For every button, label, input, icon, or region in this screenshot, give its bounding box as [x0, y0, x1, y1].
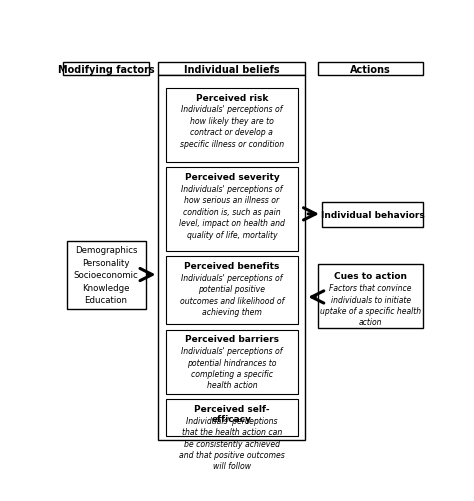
FancyBboxPatch shape [318, 63, 423, 76]
FancyBboxPatch shape [63, 63, 149, 76]
Text: Individual beliefs: Individual beliefs [184, 65, 280, 74]
Text: Factors that convince
individuals to initiate
uptake of a specific health
action: Factors that convince individuals to ini… [320, 284, 421, 326]
Text: Perceived benefits: Perceived benefits [184, 262, 280, 271]
Text: Personality: Personality [82, 259, 130, 268]
FancyBboxPatch shape [166, 89, 298, 162]
Text: Actions: Actions [350, 65, 391, 74]
Text: Socioeconomic: Socioeconomic [74, 271, 138, 280]
FancyBboxPatch shape [166, 168, 298, 251]
Text: Perceived risk: Perceived risk [196, 94, 268, 103]
Text: Individuals' perceptions of
how likely they are to
contract or develop a
specifi: Individuals' perceptions of how likely t… [180, 105, 284, 148]
Text: Cues to action: Cues to action [334, 272, 407, 281]
FancyBboxPatch shape [166, 330, 298, 394]
Text: Knowledge: Knowledge [82, 283, 130, 292]
FancyBboxPatch shape [166, 400, 298, 436]
FancyBboxPatch shape [318, 265, 423, 328]
Text: Individuals' perceptions of
potential positive
outcomes and likelihood of
achiev: Individuals' perceptions of potential po… [180, 273, 284, 316]
Text: Modifying factors: Modifying factors [58, 65, 155, 74]
Text: Demographics: Demographics [75, 246, 137, 255]
FancyBboxPatch shape [166, 257, 298, 324]
FancyBboxPatch shape [66, 241, 146, 309]
Text: Perceived barriers: Perceived barriers [185, 335, 279, 344]
Text: Individuals' perceptions of
potential hindrances to
completing a specific
health: Individuals' perceptions of potential hi… [181, 346, 283, 390]
Text: Perceived severity: Perceived severity [184, 173, 279, 182]
Text: Individual behaviors: Individual behaviors [320, 211, 424, 220]
Text: Education: Education [84, 296, 128, 305]
Text: Perceived self-
efficacy: Perceived self- efficacy [194, 404, 270, 423]
FancyBboxPatch shape [322, 203, 423, 228]
Text: Individuals' perceptions of
how serious an illness or
condition is, such as pain: Individuals' perceptions of how serious … [179, 184, 285, 239]
FancyBboxPatch shape [158, 63, 305, 76]
Text: Individuals' perceptions
that the health action can
be consistently achieved
and: Individuals' perceptions that the health… [179, 416, 285, 470]
FancyBboxPatch shape [158, 76, 305, 440]
